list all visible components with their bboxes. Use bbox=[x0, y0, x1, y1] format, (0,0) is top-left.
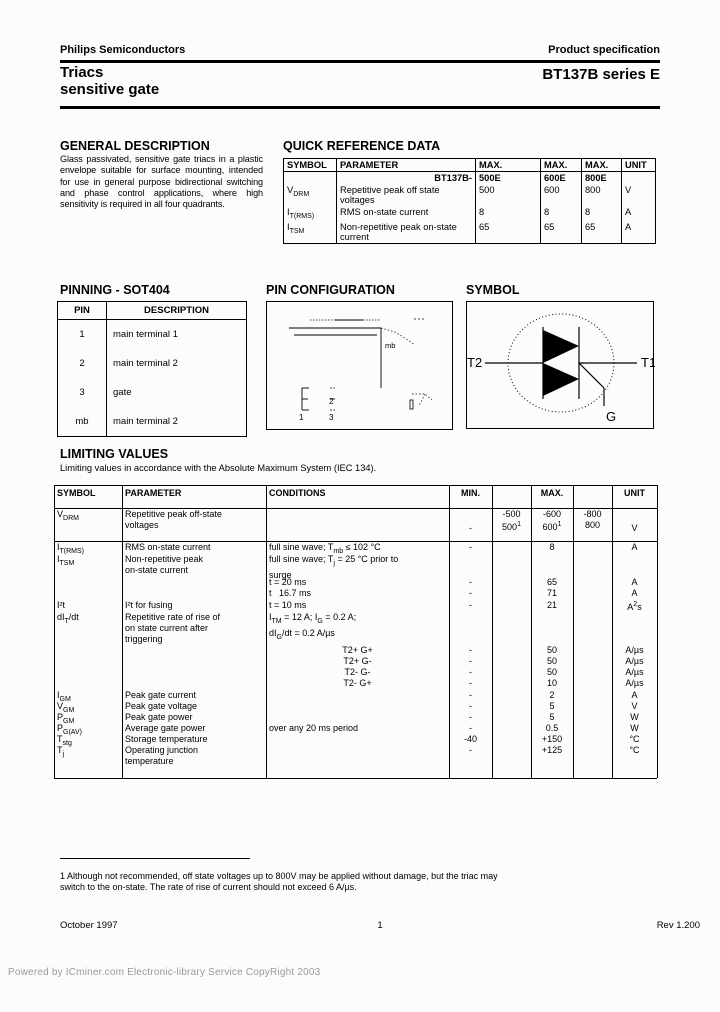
svg-text:G: G bbox=[606, 409, 616, 424]
svg-text:3: 3 bbox=[329, 413, 334, 422]
svg-text:2: 2 bbox=[329, 397, 334, 406]
svg-text:T1: T1 bbox=[641, 355, 655, 370]
svg-text:1: 1 bbox=[299, 413, 304, 422]
svg-text:T2: T2 bbox=[467, 355, 482, 370]
svg-text:mb: mb bbox=[385, 341, 395, 350]
